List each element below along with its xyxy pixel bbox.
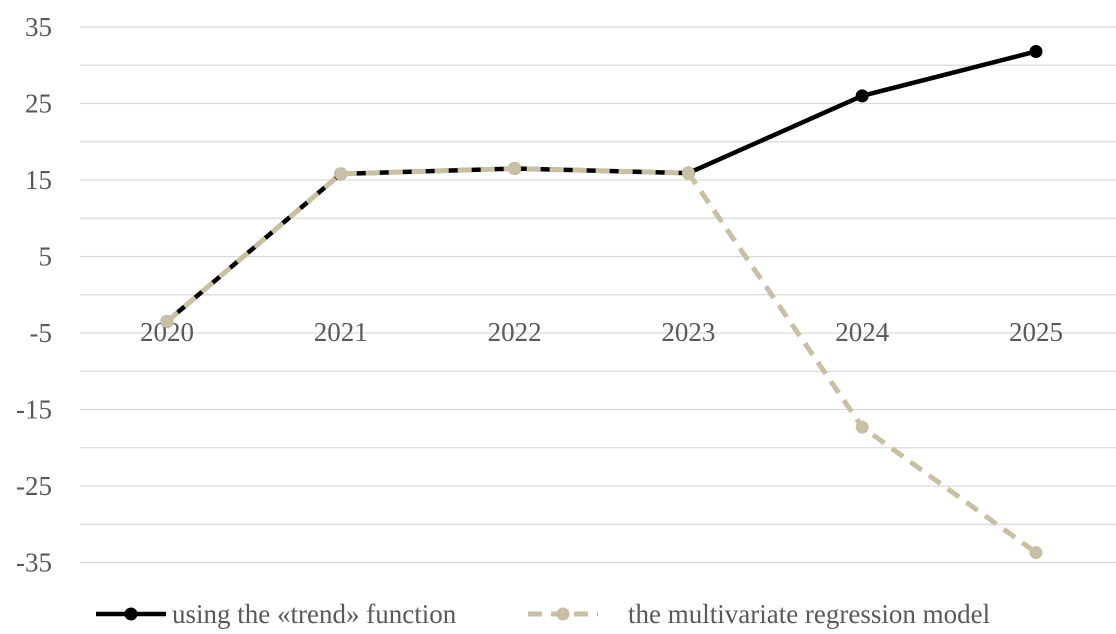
x-axis-tick-labels: 2020 2021 2022 2023 2024 2025 bbox=[140, 317, 1063, 347]
y-tick-label: -15 bbox=[16, 395, 52, 425]
series-lines bbox=[160, 44, 1043, 560]
data-point-marker bbox=[334, 167, 348, 181]
data-point-marker bbox=[1029, 546, 1043, 560]
x-tick-label: 2023 bbox=[661, 317, 715, 347]
legend: using the «trend» function the multivaria… bbox=[96, 599, 990, 629]
data-point-marker bbox=[681, 166, 695, 180]
y-tick-label: -35 bbox=[16, 548, 52, 578]
data-point-marker bbox=[855, 420, 869, 434]
gridlines bbox=[80, 26, 1116, 564]
legend-label: the multivariate regression model bbox=[628, 599, 990, 629]
legend-marker bbox=[556, 607, 570, 621]
x-tick-label: 2025 bbox=[1009, 317, 1063, 347]
data-point-marker bbox=[855, 89, 869, 103]
data-point-marker bbox=[1029, 44, 1043, 58]
y-tick-label: 25 bbox=[25, 89, 52, 119]
series-line-2 bbox=[165, 166, 1038, 555]
legend-label: using the «trend» function bbox=[172, 599, 457, 629]
y-tick-label: 5 bbox=[39, 242, 53, 272]
legend-marker bbox=[124, 607, 138, 621]
x-tick-label: 2021 bbox=[314, 317, 368, 347]
y-tick-label: -25 bbox=[16, 471, 52, 501]
x-tick-label: 2024 bbox=[835, 317, 890, 347]
y-axis-tick-labels: 35 25 15 5 -5 -15 -25 -35 bbox=[16, 12, 52, 578]
y-tick-label: 15 bbox=[25, 165, 52, 195]
data-point-marker bbox=[508, 162, 522, 176]
series-line-1 bbox=[165, 49, 1037, 324]
y-tick-label: 35 bbox=[25, 12, 52, 42]
y-tick-label: -5 bbox=[30, 318, 53, 348]
data-point-marker bbox=[160, 315, 174, 329]
x-tick-label: 2022 bbox=[488, 317, 542, 347]
